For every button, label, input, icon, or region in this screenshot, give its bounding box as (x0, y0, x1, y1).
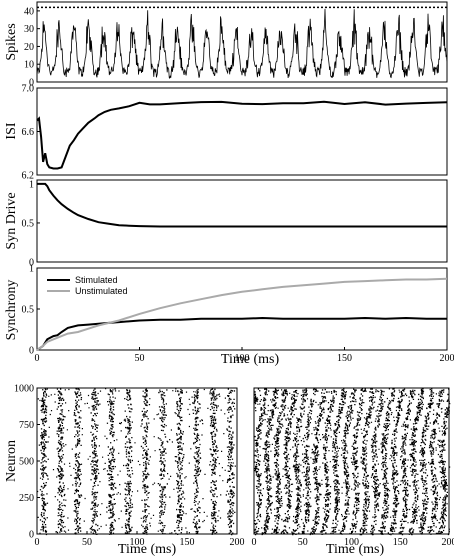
x-tick-label: 100 (344, 537, 359, 548)
raster-left-axes-frame (36, 387, 238, 535)
x-tick-label: 200 (442, 537, 454, 548)
x-tick-label: 150 (393, 537, 408, 548)
x-tick-label: 200 (440, 353, 454, 364)
x-tick-label: 100 (235, 353, 250, 364)
raster-left-xlabel: Time (ms) (118, 542, 177, 557)
raster-left-panel: 0 250 500 750 1000 0 50 100 150 200 Neuron Time … (4, 384, 245, 558)
synchrony-ylabel: Synchrony (4, 280, 19, 341)
x-tick-label: 0 (35, 353, 40, 364)
isi-ylabel: ISI (4, 122, 19, 139)
legend-label-unstimulated: Unstimulated (75, 286, 128, 296)
syn-drive-line (37, 182, 447, 228)
y-tick-label: 750 (19, 420, 34, 431)
y-tick-label: 500 (19, 457, 34, 468)
y-tick-label: 0.5 (22, 305, 35, 316)
x-tick-label: 150 (180, 537, 195, 548)
isi-line (36, 100, 448, 170)
y-tick-label: 30 (24, 24, 34, 35)
y-tick-label: 250 (19, 493, 34, 504)
spike-count-trace (36, 8, 448, 79)
spikes-ylabel: Spikes (4, 23, 19, 60)
legend-label-stimulated: Stimulated (75, 275, 118, 285)
y-tick-label: 7.0 (22, 84, 35, 95)
y-tick-label: 6.2 (22, 171, 35, 182)
y-tick-label: 0 (29, 78, 34, 89)
syn-drive-axes-frame (36, 179, 448, 263)
x-tick-label: 50 (135, 353, 145, 364)
synchrony-panel: 0 0.5 1 0 50 100 150 200 Synchrony Time (ms) S… (4, 264, 454, 368)
isi-axes-frame (36, 87, 448, 176)
y-tick-label: 40 (24, 6, 34, 17)
y-tick-label: 0 (29, 530, 34, 541)
syn-drive-panel: 0 0.5 1 Syn Drive (4, 179, 448, 269)
syn-drive-ylabel: Syn Drive (4, 192, 19, 249)
y-tick-label: 10 (24, 60, 34, 71)
y-tick-label: 1000 (14, 384, 34, 395)
x-tick-label: 50 (82, 537, 92, 548)
raster-left-ylabel: Neuron (4, 440, 19, 482)
x-tick-label: 200 (230, 537, 245, 548)
synchrony-xlabel: Time (ms) (221, 352, 280, 367)
spikes-panel: 0 10 20 30 40 Spikes (4, 1, 448, 89)
stimulated-line (36, 316, 447, 351)
y-tick-label: 1 (29, 179, 34, 190)
y-tick-label: 6.6 (22, 127, 35, 138)
y-tick-label: 0 (29, 258, 34, 269)
x-tick-label: 50 (298, 537, 308, 548)
unstimulated-line (36, 277, 448, 351)
x-tick-label: 0 (252, 537, 257, 548)
raster-right-panel: 0 50 100 150 200 Time (ms) (252, 387, 454, 557)
y-tick-label: 0.5 (22, 218, 35, 229)
x-tick-label: 0 (35, 537, 40, 548)
isi-panel: 6.2 6.6 7.0 ISI (4, 84, 448, 182)
raster-right-xlabel: Time (ms) (326, 542, 385, 557)
y-tick-label: 1 (29, 264, 34, 275)
spikes-axes-frame (36, 1, 448, 83)
synchrony-legend: Stimulated Unstimulated (47, 275, 128, 296)
raster-spikes-synchronized (37, 388, 236, 536)
raster-spikes-waves (254, 388, 451, 536)
x-tick-label: 150 (337, 353, 352, 364)
y-tick-label: 20 (24, 42, 34, 53)
y-tick-label: 0 (29, 346, 34, 357)
x-tick-label: 100 (130, 537, 145, 548)
